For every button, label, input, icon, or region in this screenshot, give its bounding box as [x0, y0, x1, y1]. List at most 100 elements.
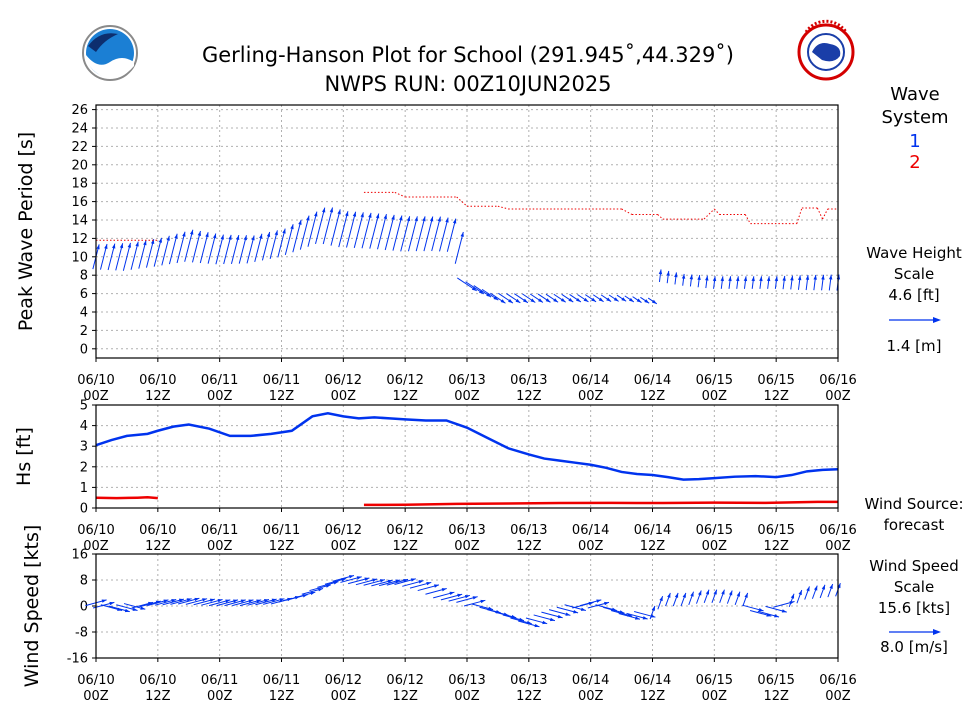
x-tick-label-date: 06/13 [448, 673, 485, 688]
system1-arrows [92, 207, 841, 305]
wind-arrowhead [806, 586, 810, 592]
wind-arrowhead [736, 591, 740, 597]
wave-arrowhead [759, 276, 763, 282]
x-tick-label-date: 06/10 [139, 673, 176, 688]
x-tick-label-date: 06/11 [263, 373, 300, 388]
wave-arrow [315, 207, 326, 245]
x-tick-label-hour: 12Z [269, 539, 295, 554]
wave-arrowhead [576, 297, 581, 302]
wave-arrowhead [538, 298, 543, 303]
wave-arrowhead [705, 275, 709, 281]
system2-segment [822, 208, 829, 220]
x-tick-label-date: 06/14 [634, 673, 671, 688]
wind-arrowhead [488, 606, 494, 611]
x-tick-label-date: 06/13 [510, 373, 547, 388]
wave-arrowhead [274, 230, 278, 236]
wind-arrowhead [410, 578, 416, 582]
y-tick-label: 5 [80, 399, 88, 414]
wind-arrowhead [132, 607, 138, 611]
wave-arrowhead [460, 231, 464, 237]
wind-arrowhead [202, 598, 208, 602]
grid-lines [95, 105, 839, 358]
wave-arrowhead [337, 209, 341, 215]
wave-arrow [322, 207, 334, 245]
wave-height-scale-line1: Wave Height [866, 244, 962, 262]
wave-arrowhead [360, 212, 364, 218]
wave-arrowhead [712, 276, 717, 282]
wave-arrow [269, 230, 278, 260]
wind-arrowhead [418, 580, 424, 584]
chart-title: Gerling-Hanson Plot for School (291.945˚… [202, 43, 734, 67]
wave-arrowhead [621, 297, 627, 302]
wave-arrowhead [568, 298, 574, 303]
x-tick-label-hour: 00Z [454, 689, 480, 704]
wind-arrowhead [457, 593, 463, 598]
wave-arrowhead [182, 231, 186, 237]
wind-arrowhead [651, 605, 655, 611]
wind-arrowhead [604, 601, 610, 606]
wave-arrowhead [751, 276, 755, 282]
wave-arrow [284, 224, 294, 255]
wind-arrowhead [109, 601, 115, 606]
wave-arrowhead [782, 275, 786, 281]
wind-arrowhead [659, 596, 663, 602]
wave-arrowhead [445, 217, 449, 223]
wave-arrowhead [805, 275, 810, 280]
y-tick-label: 22 [71, 140, 88, 155]
wind-arrowhead [101, 599, 107, 603]
x-tick-label-hour: 12Z [763, 689, 789, 704]
wave-arrowhead [197, 231, 201, 236]
system2-segment [703, 208, 715, 220]
chart-subtitle: NWPS RUN: 00Z10JUN2025 [324, 72, 611, 96]
x-tick-label-hour: 12Z [640, 389, 666, 404]
wave-arrow [307, 211, 318, 247]
wave-arrowhead [821, 274, 825, 280]
x-tick-label-date: 06/15 [696, 373, 733, 388]
wave-arrow [415, 216, 426, 252]
y-tick-label: 20 [71, 158, 88, 173]
x-tick-label-date: 06/14 [572, 523, 609, 538]
wave-arrow [400, 216, 411, 252]
x-tick-label-hour: 00Z [825, 389, 851, 404]
x-tick-label-hour: 00Z [578, 389, 604, 404]
wave-arrowhead [790, 275, 794, 281]
wind-arrowhead [433, 584, 439, 588]
x-tick-label-hour: 00Z [331, 389, 357, 404]
wave-arrow [254, 233, 263, 263]
x-tick-label-date: 06/10 [77, 523, 114, 538]
x-tick-label-date: 06/12 [386, 523, 423, 538]
wave-arrowhead [813, 274, 817, 280]
wind-arrowhead [325, 584, 331, 588]
wave-arrowhead [251, 235, 255, 241]
wave-arrowhead [658, 269, 663, 275]
wave-arrowhead [493, 296, 499, 301]
wave-arrowhead [290, 224, 294, 230]
x-tick-label-hour: 00Z [454, 389, 480, 404]
wave-arrowhead [766, 276, 771, 282]
wind-arrowhead [813, 585, 818, 591]
wind-arrowhead [217, 599, 223, 603]
wave-arrowhead [329, 207, 334, 213]
wave-arrow [215, 234, 224, 265]
wave-arrowhead [174, 233, 178, 239]
x-tick-label-hour: 12Z [392, 389, 418, 404]
x-tick-label-hour: 00Z [702, 689, 728, 704]
wave-arrowhead [266, 232, 271, 238]
wind-arrowhead [534, 623, 540, 628]
wind-arrowhead [464, 594, 470, 599]
wave-arrowhead [243, 235, 247, 241]
wave-arrowhead [391, 214, 395, 220]
x-tick-label-hour: 12Z [763, 389, 789, 404]
plot-frame [95, 104, 839, 359]
wave-arrow [392, 215, 403, 251]
y-tick-label: -8 [75, 626, 88, 641]
wind-arrowhead [698, 590, 702, 596]
x-tick-label-hour: 00Z [702, 389, 728, 404]
wind-arrowhead [642, 616, 648, 620]
wind-arrowhead [667, 592, 671, 598]
y-tick-label: 0 [80, 600, 88, 615]
x-tick-label-date: 06/10 [139, 523, 176, 538]
y-tick-label: 8 [80, 269, 88, 284]
wave-arrow [207, 233, 217, 264]
wind-arrowhead [163, 599, 169, 603]
